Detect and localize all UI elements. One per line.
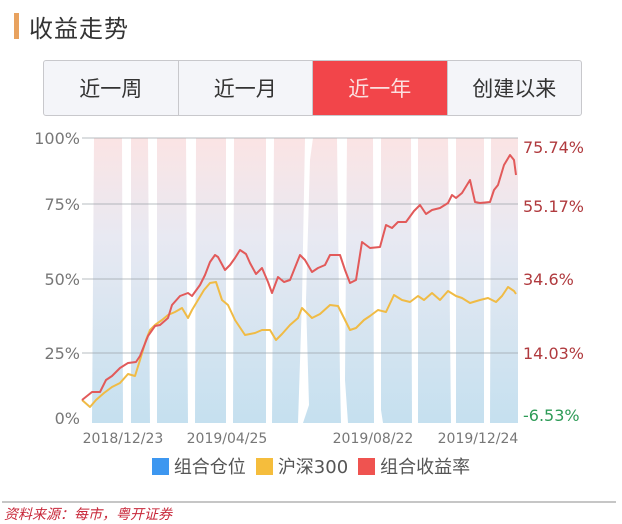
legend-item-hs300[interactable]: 沪深300 bbox=[255, 453, 349, 479]
left-tick: 100% bbox=[34, 129, 80, 148]
x-tick: 2019/12/24 bbox=[438, 431, 519, 447]
left-tick: 50% bbox=[44, 270, 80, 289]
chart-legend: 组合仓位 沪深300 组合收益率 bbox=[0, 453, 622, 479]
portfolio-return-line bbox=[81, 154, 517, 401]
legend-item-position[interactable]: 组合仓位 bbox=[151, 453, 246, 479]
returns-chart: 100% 75% 50% 25% 0% 75.74% 55.17% 34.6% … bbox=[34, 129, 584, 447]
right-axis: 75.74% 55.17% 34.6% 14.03% -6.53% bbox=[523, 138, 584, 425]
tab-month[interactable]: 近一月 bbox=[179, 61, 313, 115]
hs300-line bbox=[81, 281, 517, 408]
right-tick: 34.6% bbox=[523, 270, 574, 289]
right-tick: -6.53% bbox=[523, 406, 580, 425]
divider bbox=[2, 501, 616, 503]
left-tick: 75% bbox=[44, 195, 80, 214]
header-accent-bar bbox=[14, 13, 19, 39]
x-tick: 2018/12/23 bbox=[83, 431, 164, 447]
left-tick: 25% bbox=[44, 344, 80, 363]
right-tick: 14.03% bbox=[523, 344, 584, 363]
section-header: 收益走势 bbox=[14, 10, 129, 43]
legend-label: 组合仓位 bbox=[173, 457, 246, 478]
tab-week[interactable]: 近一周 bbox=[44, 61, 179, 115]
legend-swatch-red-icon bbox=[358, 457, 376, 475]
source-note: 资料来源：每市，粤开证券 bbox=[4, 507, 172, 523]
page-title: 收益走势 bbox=[29, 14, 129, 43]
tab-since-inception[interactable]: 创建以来 bbox=[472, 77, 557, 101]
left-axis: 100% 75% 50% 25% 0% bbox=[34, 129, 80, 428]
period-tabs: 近一周 近一月 近一年 创建以来 bbox=[43, 60, 582, 116]
legend-label: 沪深300 bbox=[277, 457, 349, 478]
x-tick: 2019/04/25 bbox=[187, 431, 268, 447]
tab-year[interactable]: 近一年 bbox=[313, 61, 448, 115]
legend-label: 组合收益率 bbox=[380, 457, 471, 478]
legend-swatch-blue-icon bbox=[151, 457, 169, 475]
right-tick: 75.74% bbox=[523, 138, 584, 157]
legend-swatch-yellow-icon bbox=[255, 457, 273, 475]
position-area bbox=[82, 138, 518, 423]
x-tick: 2019/08/22 bbox=[333, 431, 414, 447]
grid-lines bbox=[82, 137, 518, 354]
left-tick: 0% bbox=[55, 409, 80, 428]
x-axis: 2018/12/23 2019/04/25 2019/08/22 2019/12… bbox=[83, 431, 519, 447]
legend-item-return[interactable]: 组合收益率 bbox=[358, 453, 470, 479]
right-tick: 55.17% bbox=[523, 197, 584, 216]
